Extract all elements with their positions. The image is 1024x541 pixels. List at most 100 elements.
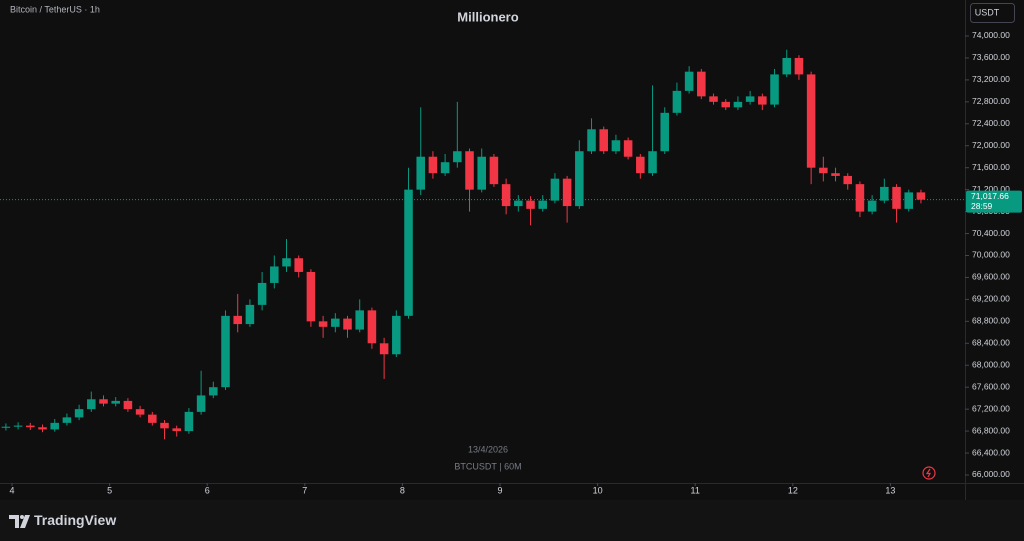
chart: Bitcoin / TetherUS · 1h Millionero USDT …: [0, 0, 1024, 500]
x-tick-label: 10: [593, 485, 603, 495]
candle-body: [599, 129, 608, 152]
brand-logo: TradingView: [9, 512, 116, 528]
brand-name: TradingView: [34, 512, 116, 528]
candle-body: [855, 184, 865, 212]
x-tick-label: 8: [400, 485, 405, 495]
candle-body: [392, 315, 401, 355]
y-tick-label: 66,800.00: [972, 425, 1010, 435]
candle-body: [843, 175, 853, 185]
candle-body: [660, 112, 669, 152]
y-tick-label: 73,200.00: [972, 74, 1010, 84]
candle-body: [74, 409, 84, 418]
candle-body: [233, 315, 242, 325]
candle-body: [209, 387, 218, 396]
candle-body: [794, 57, 804, 75]
candle-body: [501, 184, 511, 207]
candle-body: [733, 101, 743, 108]
candle-body: [172, 428, 181, 432]
candle-body: [294, 258, 303, 272]
candle-body: [404, 189, 413, 316]
currency-button[interactable]: [970, 3, 1015, 23]
candle-body: [111, 400, 120, 404]
chart-background: [0, 0, 1024, 500]
x-tick-label: 5: [107, 485, 112, 495]
y-tick-label: 74,000.00: [972, 30, 1010, 40]
candle-body: [904, 192, 914, 209]
y-tick-label: 66,000.00: [972, 469, 1010, 479]
candle-body: [306, 271, 316, 322]
candle-body: [367, 310, 377, 344]
y-tick-label: 68,800.00: [972, 316, 1010, 326]
y-tick-label: 69,600.00: [972, 272, 1010, 282]
candle-body: [721, 101, 730, 108]
y-tick-label: 70,400.00: [972, 228, 1010, 238]
candle-body: [782, 57, 791, 75]
candle-body: [745, 96, 755, 102]
x-tick-label: 9: [498, 485, 503, 495]
candle-body: [453, 151, 462, 163]
alert-bolt: [925, 468, 932, 478]
y-tick-label: 67,600.00: [972, 381, 1010, 391]
candle-body: [880, 186, 889, 201]
y-tick-label: 73,600.00: [972, 52, 1010, 62]
candle-body: [245, 304, 255, 325]
y-tick-label: 71,200.00: [972, 184, 1010, 194]
candle-body: [135, 409, 145, 415]
candle-body: [550, 178, 560, 201]
candle-body: [770, 74, 779, 105]
candle-body: [221, 315, 230, 388]
candle-body: [257, 282, 267, 305]
candle-body: [26, 425, 35, 428]
candle-body: [819, 167, 828, 174]
candle-body: [477, 156, 486, 190]
last-price-label: 71,017.66: [971, 191, 1009, 201]
candle-body: [806, 74, 816, 168]
candle-body: [184, 411, 194, 432]
logo-slash: [20, 515, 30, 528]
logo-shape: [9, 515, 19, 528]
x-tick-label: 11: [691, 485, 700, 495]
candle-body: [282, 258, 291, 267]
x-tick-label: 12: [788, 485, 798, 495]
watermark-symbol: BTCUSDT | 60M: [454, 461, 521, 471]
alert-icon[interactable]: [922, 466, 936, 480]
candle-body: [440, 162, 450, 174]
candle-body: [99, 399, 108, 404]
candle-body: [831, 173, 840, 176]
y-tick-label: 68,400.00: [972, 338, 1010, 348]
candle-body: [514, 200, 523, 207]
candle-body: [416, 156, 425, 190]
x-tick-label: 13: [885, 485, 895, 495]
y-tick-label: 72,800.00: [972, 96, 1010, 106]
candle-body: [709, 96, 718, 102]
candle-body: [1, 426, 11, 428]
watermark-date: 13/4/2026: [468, 444, 508, 454]
logo-dot: [20, 515, 24, 519]
candle-body: [38, 427, 47, 430]
chart-title: Millionero: [457, 9, 518, 24]
candle-body: [62, 417, 72, 423]
y-tick-label: 72,000.00: [972, 140, 1010, 150]
candle-body: [758, 96, 767, 105]
footer: TradingView: [0, 500, 1024, 541]
last-price-box: [966, 190, 1022, 213]
countdown-label: 28:59: [971, 201, 993, 211]
candle-body: [892, 186, 901, 209]
y-tick-label: 69,200.00: [972, 294, 1010, 304]
candle-body: [379, 343, 389, 355]
candle-body: [50, 422, 59, 430]
candle-body: [672, 90, 682, 113]
y-tick-label: 67,200.00: [972, 403, 1010, 413]
candle-body: [636, 156, 645, 174]
candle-body: [160, 422, 169, 429]
y-tick-label: 71,600.00: [972, 162, 1010, 172]
candle-body: [916, 192, 926, 200]
candle-body: [148, 414, 157, 423]
x-tick-label: 6: [205, 485, 210, 495]
candle-body: [465, 151, 474, 190]
candle-body: [343, 318, 352, 330]
currency-label[interactable]: USDT: [975, 7, 1000, 17]
candle-body: [355, 310, 364, 330]
candle-body: [562, 178, 572, 207]
